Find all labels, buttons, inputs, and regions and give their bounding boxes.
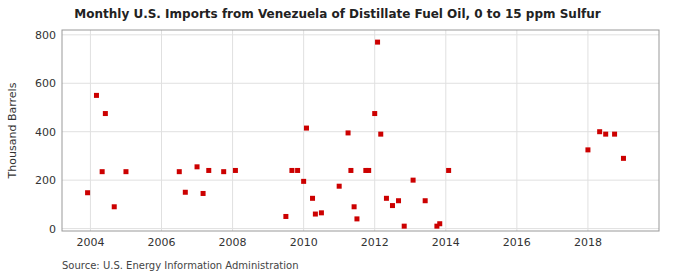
y-tick-label: 600 (35, 77, 56, 90)
x-grid-line (232, 30, 233, 231)
point (372, 111, 377, 116)
point (304, 126, 309, 131)
point (295, 168, 300, 173)
point (183, 190, 188, 195)
point (384, 196, 389, 201)
point (390, 203, 395, 208)
x-tick-label: 2004 (76, 236, 104, 249)
point (411, 178, 416, 183)
x-grid-line (445, 30, 446, 231)
point (354, 216, 359, 221)
point (103, 111, 108, 116)
y-grid-line (62, 180, 659, 181)
point (446, 168, 451, 173)
x-tick-label: 2012 (361, 236, 389, 249)
point (313, 212, 318, 217)
y-grid-line (62, 83, 659, 84)
point (437, 221, 442, 226)
point (310, 196, 315, 201)
point (337, 184, 342, 189)
point (366, 168, 371, 173)
point (621, 156, 626, 161)
point (603, 132, 608, 137)
title: Monthly U.S. Imports from Venezuela of D… (74, 7, 600, 21)
y-grid-line (62, 34, 659, 35)
point (100, 169, 105, 174)
point (233, 168, 238, 173)
x-grid-line (374, 30, 375, 231)
y-grid-line (62, 131, 659, 132)
x-tick-label: 2008 (219, 236, 247, 249)
point (585, 147, 590, 152)
source-note: Source: U.S. Energy Information Administ… (62, 260, 299, 271)
x-tick-label: 2016 (503, 236, 531, 249)
y-tick-label: 200 (35, 174, 56, 187)
point (375, 40, 380, 45)
y-tick-label: 800 (35, 29, 56, 42)
point (378, 132, 383, 137)
point (348, 168, 353, 173)
point (301, 179, 306, 184)
x-grid-line (516, 30, 517, 231)
x-tick-label: 2018 (574, 236, 602, 249)
x-tick-label: 2014 (432, 236, 460, 249)
y-axis-label: Thousand Barrels (6, 82, 19, 179)
plot-frame (62, 30, 659, 231)
point (94, 93, 99, 98)
x-grid-line (161, 30, 162, 231)
point (85, 190, 90, 195)
point (112, 204, 117, 209)
x-grid-line (90, 30, 91, 231)
point (195, 164, 200, 169)
axes: 0 200 400 600 800 2004 2006 2008 2010 2012 2014 201… (35, 29, 602, 249)
point (423, 198, 428, 203)
point (319, 210, 324, 215)
grid (62, 30, 659, 231)
point (597, 129, 602, 134)
point (221, 169, 226, 174)
y-tick-label: 400 (35, 126, 56, 139)
x-grid-line (587, 30, 588, 231)
point (612, 132, 617, 137)
x-tick-label: 2006 (148, 236, 176, 249)
chart: 0 200 400 600 800 2004 2006 2008 2010 2012 2014 201… (0, 0, 675, 275)
point (289, 168, 294, 173)
point (283, 214, 288, 219)
point (352, 204, 357, 209)
y-tick-label: 0 (49, 223, 56, 236)
point (402, 224, 407, 229)
point (206, 168, 211, 173)
point (396, 198, 401, 203)
point (201, 191, 206, 196)
x-tick-label: 2010 (290, 236, 318, 249)
point (346, 130, 351, 135)
point (123, 169, 128, 174)
points (85, 40, 626, 229)
y-grid-line (62, 228, 659, 229)
point (177, 169, 182, 174)
